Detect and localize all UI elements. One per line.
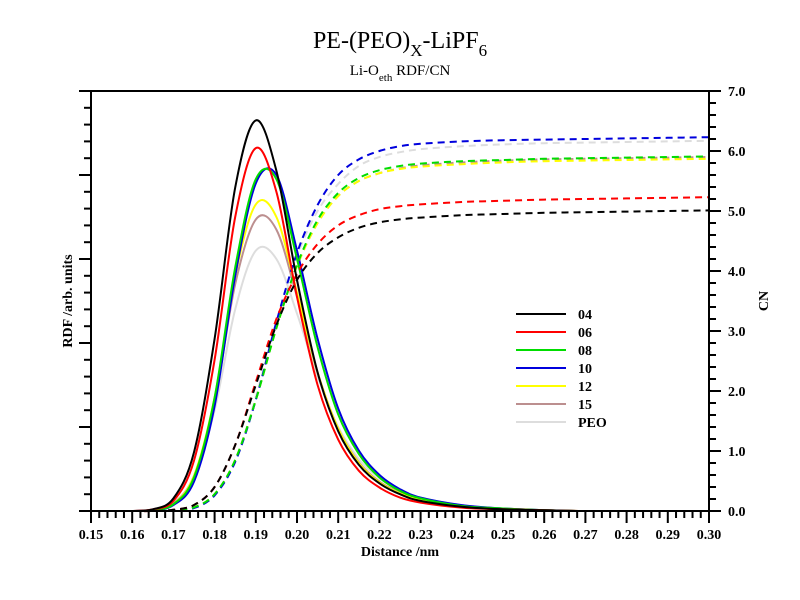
right-y-tick-label: 4.0 <box>728 265 746 280</box>
x-tick-labels: 0.15 0.16 0.17 0.18 0.19 0.20 0.21 0.22 0.23 0.24… <box>79 528 722 543</box>
x-tick-label: 0.16 <box>120 528 145 543</box>
x-tick-label: 0.24 <box>450 528 475 543</box>
right-y-tick-label: 6.0 <box>728 145 746 160</box>
cn-line-04 <box>132 209 710 513</box>
x-tick-label: 0.29 <box>656 528 681 543</box>
cn-line-06 <box>132 196 710 513</box>
right-y-tick-label: 0.0 <box>728 505 746 520</box>
legend-label: 08 <box>578 344 592 359</box>
legend-item-10: 10 <box>516 362 592 377</box>
legend-item-15: 15 <box>516 398 592 413</box>
x-tick-label: 0.18 <box>202 528 227 543</box>
legend: 04 06 08 10 12 15 PEO <box>516 308 607 431</box>
x-tick-label: 0.23 <box>408 528 433 543</box>
rdf-line-08 <box>132 167 709 513</box>
right-y-tick-label: 5.0 <box>728 205 746 220</box>
legend-label: 10 <box>578 362 592 377</box>
x-tick-label: 0.20 <box>285 528 310 543</box>
x-tick-label: 0.25 <box>491 528 516 543</box>
legend-label: 06 <box>578 326 592 341</box>
legend-label: 04 <box>578 308 592 323</box>
legend-item-PEO: PEO <box>516 416 607 431</box>
right-y-tick-label: 3.0 <box>728 325 746 340</box>
legend-item-06: 06 <box>516 326 592 341</box>
right-y-tick-labels: 0.0 1.0 2.0 3.0 4.0 5.0 6.0 7.0 <box>728 85 746 520</box>
legend-item-08: 08 <box>516 344 592 359</box>
x-tick-label: 0.15 <box>79 528 104 543</box>
x-tick-label: 0.27 <box>573 528 598 543</box>
rdf-line-10 <box>132 167 709 513</box>
cn-line-08 <box>132 155 710 513</box>
left-y-axis-label: RDF /arb. units <box>61 254 76 348</box>
plot-curves <box>132 119 710 513</box>
plot-frame <box>90 90 710 512</box>
chart-subtitle: Li-Oeth RDF/CN <box>350 63 451 84</box>
x-tick-label: 0.21 <box>326 528 351 543</box>
rdf-line-15 <box>132 214 709 513</box>
right-y-tick-label: 7.0 <box>728 85 746 100</box>
chart-title: PE-(PEO)X-LiPF6 <box>313 28 487 60</box>
right-y-tick-label: 1.0 <box>728 445 746 460</box>
right-y-axis-label: CN <box>757 291 772 311</box>
x-axis-label: Distance /nm <box>361 545 440 560</box>
legend-label: PEO <box>578 416 607 431</box>
axis-ticks <box>79 90 721 523</box>
legend-item-12: 12 <box>516 380 592 395</box>
cn-line-10 <box>132 136 710 513</box>
rdf-line-06 <box>132 146 709 513</box>
right-y-tick-label: 2.0 <box>728 385 746 400</box>
rdf-line-12 <box>132 199 709 513</box>
legend-item-04: 04 <box>516 308 592 323</box>
x-tick-label: 0.26 <box>532 528 557 543</box>
x-tick-label: 0.22 <box>367 528 392 543</box>
x-tick-label: 0.19 <box>244 528 269 543</box>
legend-label: 12 <box>578 380 592 395</box>
x-tick-label: 0.17 <box>161 528 186 543</box>
x-tick-label: 0.28 <box>614 528 639 543</box>
rdf-line-04 <box>132 119 709 513</box>
legend-label: 15 <box>578 398 592 413</box>
x-tick-label: 0.30 <box>697 528 722 543</box>
